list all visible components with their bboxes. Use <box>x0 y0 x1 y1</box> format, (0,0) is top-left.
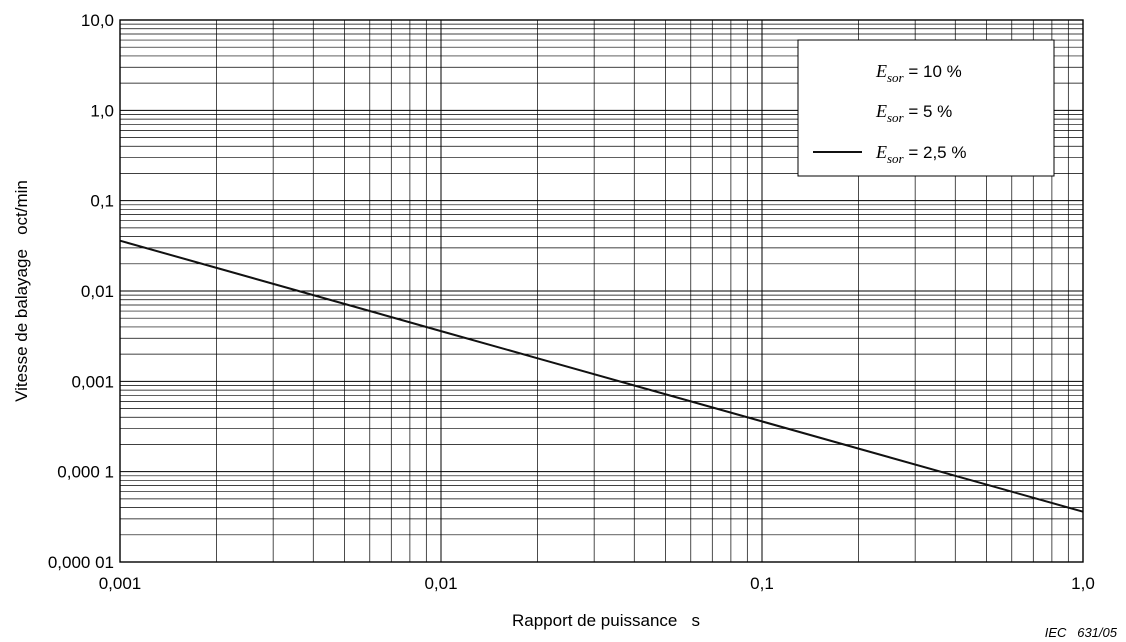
y-tick-label: 10,0 <box>81 11 114 30</box>
y-axis-title: Vitesse de balayage oct/min <box>12 180 31 402</box>
y-tick-label: 0,000 1 <box>57 463 114 482</box>
x-tick-label: 0,01 <box>424 574 457 593</box>
y-tick-label: 1,0 <box>90 101 114 120</box>
legend: Esor = 10 % Esor = 5 % Esor = 2,5 % <box>797 39 1055 177</box>
x-tick-label: 1,0 <box>1071 574 1095 593</box>
x-axis-title: Rapport de puissance s <box>512 611 700 630</box>
legend-label: Esor = 5 % <box>875 101 952 125</box>
legend-entry: Esor = 5 % <box>875 101 952 125</box>
figure-credit: IEC 631/05 <box>1045 625 1118 640</box>
y-tick-label: 0,1 <box>90 192 114 211</box>
y-tick-label: 0,000 01 <box>48 553 114 572</box>
y-tick-label: 0,001 <box>71 372 114 391</box>
y-tick-label: 0,01 <box>81 282 114 301</box>
series-line <box>119 239 1084 513</box>
grid <box>120 20 1083 562</box>
x-axis: 0,001 0,01 0,1 1,0 <box>99 574 1095 593</box>
series-layer <box>119 239 1084 513</box>
legend-entry: Esor = 2,5 % <box>813 142 966 166</box>
x-tick-label: 0,1 <box>750 574 774 593</box>
legend-label: Esor = 10 % <box>875 61 962 85</box>
legend-label: Esor = 2,5 % <box>875 142 966 166</box>
plot-frame <box>119 19 1084 563</box>
y-axis: 10,0 1,0 0,1 0,01 0,001 0,000 1 0,000 01 <box>48 11 114 572</box>
legend-box <box>797 39 1055 177</box>
legend-entry: Esor = 10 % <box>875 61 962 85</box>
x-tick-label: 0,001 <box>99 574 142 593</box>
